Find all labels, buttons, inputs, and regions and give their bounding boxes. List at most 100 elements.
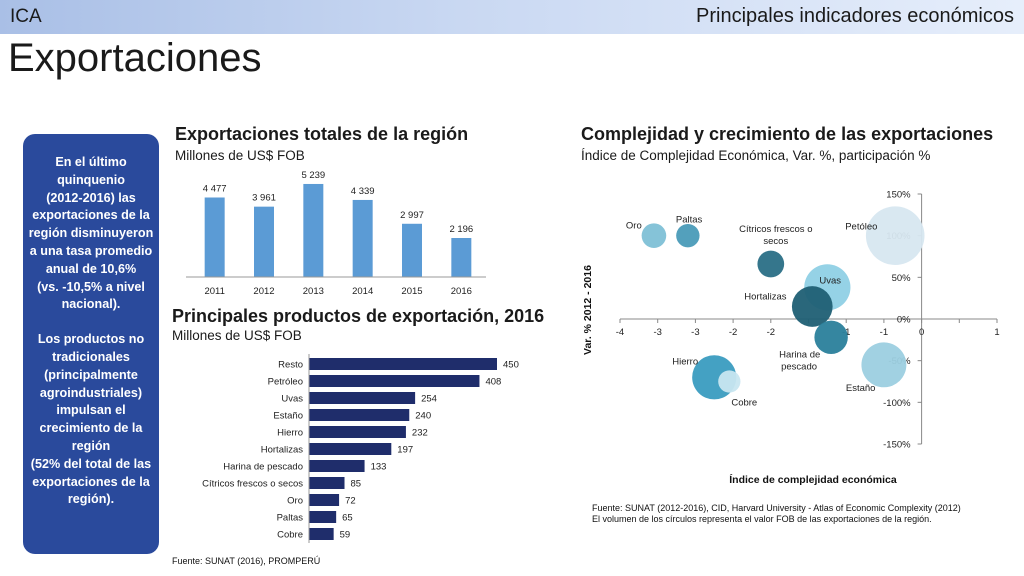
bar-value-label: 4 339 (351, 186, 375, 197)
y-tick-label: 50% (892, 273, 912, 284)
hbar-value-label: 133 (371, 462, 387, 473)
y-tick-label: 150% (886, 190, 911, 201)
bubble-Harina de pescado (814, 320, 848, 355)
hbar-category-label: Oro (287, 496, 303, 507)
bubble-y-axis-title: Var. % 2012 - 2016 (582, 265, 594, 355)
bubble-source-2: El volumen de los círculos representa el… (592, 514, 932, 524)
hbar-category-label: Cítricos frescos o secos (202, 479, 303, 490)
hbar-category-label: Hierro (277, 428, 303, 439)
bar-category-label: 2012 (253, 286, 274, 297)
bubble-Estaño (861, 342, 907, 388)
bubble-label: Harina de (779, 349, 820, 360)
summary-paragraph-2: Los productos no tradicionales (principalm… (30, 332, 152, 507)
y-tick-label: 0% (897, 315, 911, 326)
bar-2011 (204, 197, 225, 277)
bubble-chart: -4-3-3-2-2-1-101150%100%50%0%-50%-100%-1… (582, 190, 1000, 487)
section-title: Principales indicadores económicos (696, 5, 1014, 27)
hbar-category-label: Hortalizas (261, 445, 303, 456)
hbar-value-label: 240 (415, 411, 431, 422)
bubble-label: Oro (626, 221, 642, 232)
bar-value-label: 4 477 (203, 183, 227, 194)
bubble-label: Cobre (731, 398, 757, 409)
hbar-value-label: 450 (503, 360, 519, 371)
bubble-label: Petóleo (845, 222, 877, 233)
bar-category-label: 2011 (204, 286, 224, 297)
bar-value-label: 2 196 (449, 224, 473, 235)
bubble-label: Hierro (672, 356, 698, 367)
hbar-category-label: Cobre (277, 530, 303, 541)
bar-2012 (254, 206, 274, 277)
bubble-label: Uvas (819, 275, 841, 286)
bubble-Hortalizas (791, 286, 833, 327)
hbar-4 (309, 426, 406, 438)
hbar-2 (309, 392, 416, 404)
bar-category-label: 2014 (352, 286, 373, 297)
hbar-value-label: 59 (340, 530, 351, 541)
hbar-9 (309, 511, 337, 523)
bubble-label: pescado (781, 361, 817, 372)
hbar-7 (309, 477, 345, 489)
bar-chart-title: Exportaciones totales de la región (175, 124, 469, 144)
bar-value-label: 3 961 (252, 193, 276, 204)
x-tick-label: -2 (729, 327, 737, 338)
bubble-Paltas (676, 223, 700, 248)
bar-2015 (402, 223, 422, 277)
summary-box: En el último quinquenio (2012-2016) las exp… (23, 134, 159, 554)
bar-value-label: 5 239 (301, 170, 325, 181)
x-tick-label: -4 (616, 327, 624, 338)
header-bar: ICA Principales indicadores económicos (0, 0, 1024, 34)
hbar-value-label: 85 (351, 479, 362, 490)
x-tick-label: -3 (691, 327, 699, 338)
hbar-3 (309, 409, 410, 421)
hbar-value-label: 254 (421, 394, 437, 405)
bubble-Petóleo (865, 206, 925, 265)
bubble-source-1: Fuente: SUNAT (2012-2016), CID, Harvard … (592, 503, 961, 513)
bar-category-label: 2013 (303, 286, 324, 297)
bar-chart: 4 477 2011 3 961 2012 5 239 2013 4 339 2014 2 99… (186, 170, 486, 297)
hbar-0 (309, 358, 497, 370)
hbar-category-label: Estaño (273, 411, 303, 422)
bubble-label: Cítricos frescos o (739, 224, 812, 235)
y-tick-label: -100% (883, 398, 911, 409)
hbar-chart: Resto 450 Petróleo 408 Uvas 254 Estaño 240 Hierr… (202, 354, 519, 543)
hbar-value-label: 65 (342, 513, 353, 524)
hbar-value-label: 232 (412, 428, 428, 439)
hbar-category-label: Resto (278, 360, 303, 371)
bubble-label: Estaño (846, 383, 876, 394)
x-tick-label: -3 (653, 327, 661, 338)
hbar-category-label: Paltas (277, 513, 304, 524)
bar-2016 (451, 238, 472, 277)
bar-chart-subtitle: Millones de US$ FOB (175, 148, 305, 163)
bar-value-label: 2 997 (400, 210, 424, 221)
bubble-chart-title: Complejidad y crecimiento de las exporta… (581, 124, 994, 144)
bar-2013 (303, 183, 324, 277)
hbar-value-label: 72 (345, 496, 356, 507)
bubble-Oro (641, 223, 667, 248)
hbar-value-label: 408 (485, 377, 501, 388)
hbar-10 (309, 528, 334, 540)
y-tick-label: -150% (883, 440, 911, 451)
x-tick-label: 0 (919, 327, 924, 338)
brand-label: ICA (10, 6, 42, 27)
bubble-Cobre (718, 370, 741, 393)
hbar-value-label: 197 (397, 445, 413, 456)
bubble-chart-subtitle: Índice de Complejidad Económica, Var. %,… (581, 148, 931, 163)
hbar-chart-subtitle: Millones de US$ FOB (172, 328, 302, 343)
bubble-Cítricos frescos o secos (757, 250, 785, 278)
bar-category-label: 2015 (401, 286, 422, 297)
summary-paragraph-1: En el último quinquenio (2012-2016) las exp… (28, 155, 154, 312)
page-title: Exportaciones (8, 36, 262, 80)
x-tick-label: -1 (880, 327, 888, 338)
x-tick-label: -2 (767, 327, 775, 338)
hbar-category-label: Uvas (281, 394, 303, 405)
bubble-label: secos (763, 236, 788, 247)
bubble-label: Hortalizas (744, 292, 786, 303)
bubble-label: Paltas (676, 215, 703, 226)
hbar-5 (309, 443, 392, 455)
bar-category-label: 2016 (451, 286, 472, 297)
hbar-6 (309, 460, 365, 472)
x-tick-label: 1 (994, 327, 999, 338)
hbar-1 (309, 375, 480, 387)
hbar-source: Fuente: SUNAT (2016), PROMPERÚ (172, 556, 321, 566)
bar-2014 (352, 199, 373, 277)
